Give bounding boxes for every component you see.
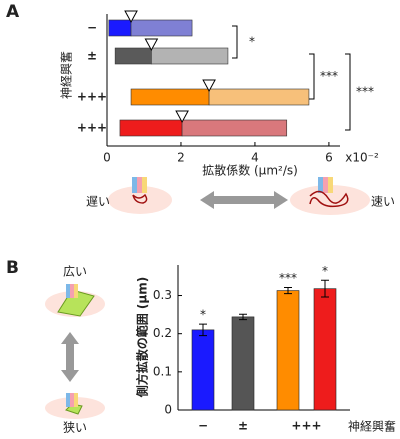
- category-label: +++: [291, 419, 321, 433]
- protein: [66, 393, 78, 407]
- range-high: [181, 119, 288, 137]
- significance: ***: [320, 69, 338, 83]
- label: 速い: [371, 195, 395, 209]
- panel-letter: B: [6, 258, 19, 278]
- range-high: [151, 47, 229, 65]
- membrane: [108, 186, 172, 214]
- error-bar: [284, 287, 292, 295]
- x-tick-label: 0: [103, 151, 111, 165]
- category-label: +++: [77, 90, 107, 104]
- bracket: [345, 53, 351, 131]
- error-bar: [321, 279, 329, 298]
- label: 広い: [63, 265, 87, 279]
- significance: *: [200, 308, 206, 322]
- bar: [276, 290, 300, 411]
- x-tick-label: 4: [251, 151, 259, 165]
- significance: ***: [356, 85, 374, 99]
- median-marker: [175, 110, 189, 124]
- significance: *: [249, 35, 255, 49]
- category-label: ±: [87, 49, 97, 63]
- arrow: [200, 191, 288, 209]
- label: 遅い: [86, 195, 110, 209]
- category-label: −: [198, 419, 208, 433]
- bar: [313, 288, 337, 411]
- range-low: [119, 119, 183, 137]
- y-tick-label: 0: [164, 403, 172, 417]
- category-label: ±: [238, 419, 248, 433]
- error-bar: [199, 323, 207, 337]
- protein: [309, 177, 349, 208]
- category-label: +++: [77, 121, 107, 135]
- protein: [66, 284, 78, 298]
- bar: [231, 316, 255, 411]
- label: 狭い: [63, 421, 87, 435]
- y-axis-label: 側方拡散の範囲 (μm): [135, 277, 150, 398]
- panel-letter: A: [6, 2, 20, 22]
- y-axis-label: 神経興奮: [59, 51, 74, 99]
- y-tick-label: 0.1: [153, 364, 172, 378]
- bracket: [309, 53, 315, 100]
- axis-scale-label: x10⁻²: [345, 151, 379, 165]
- range-high: [130, 19, 193, 37]
- significance: *: [322, 264, 328, 278]
- significance: ***: [279, 271, 297, 285]
- median-marker: [202, 79, 216, 93]
- protein: [132, 177, 148, 204]
- x-axis-title: 神経興奮: [348, 419, 396, 434]
- median-marker: [124, 10, 138, 24]
- bar: [191, 329, 215, 411]
- range-low: [130, 88, 210, 106]
- x-tick-label: 2: [177, 151, 185, 165]
- y-tick-label: 0.2: [153, 326, 172, 340]
- error-bar: [239, 313, 247, 321]
- range-low: [114, 47, 152, 65]
- arrow: [61, 332, 79, 382]
- x-axis-label: 拡散係数 (μm²/s): [202, 163, 298, 178]
- range-high: [208, 88, 310, 106]
- category-label: −: [87, 21, 97, 35]
- bracket: [232, 25, 238, 59]
- range-low: [108, 19, 132, 37]
- median-marker: [144, 38, 159, 52]
- x-tick-label: 6: [325, 151, 333, 165]
- y-tick-label: 0.3: [153, 288, 172, 302]
